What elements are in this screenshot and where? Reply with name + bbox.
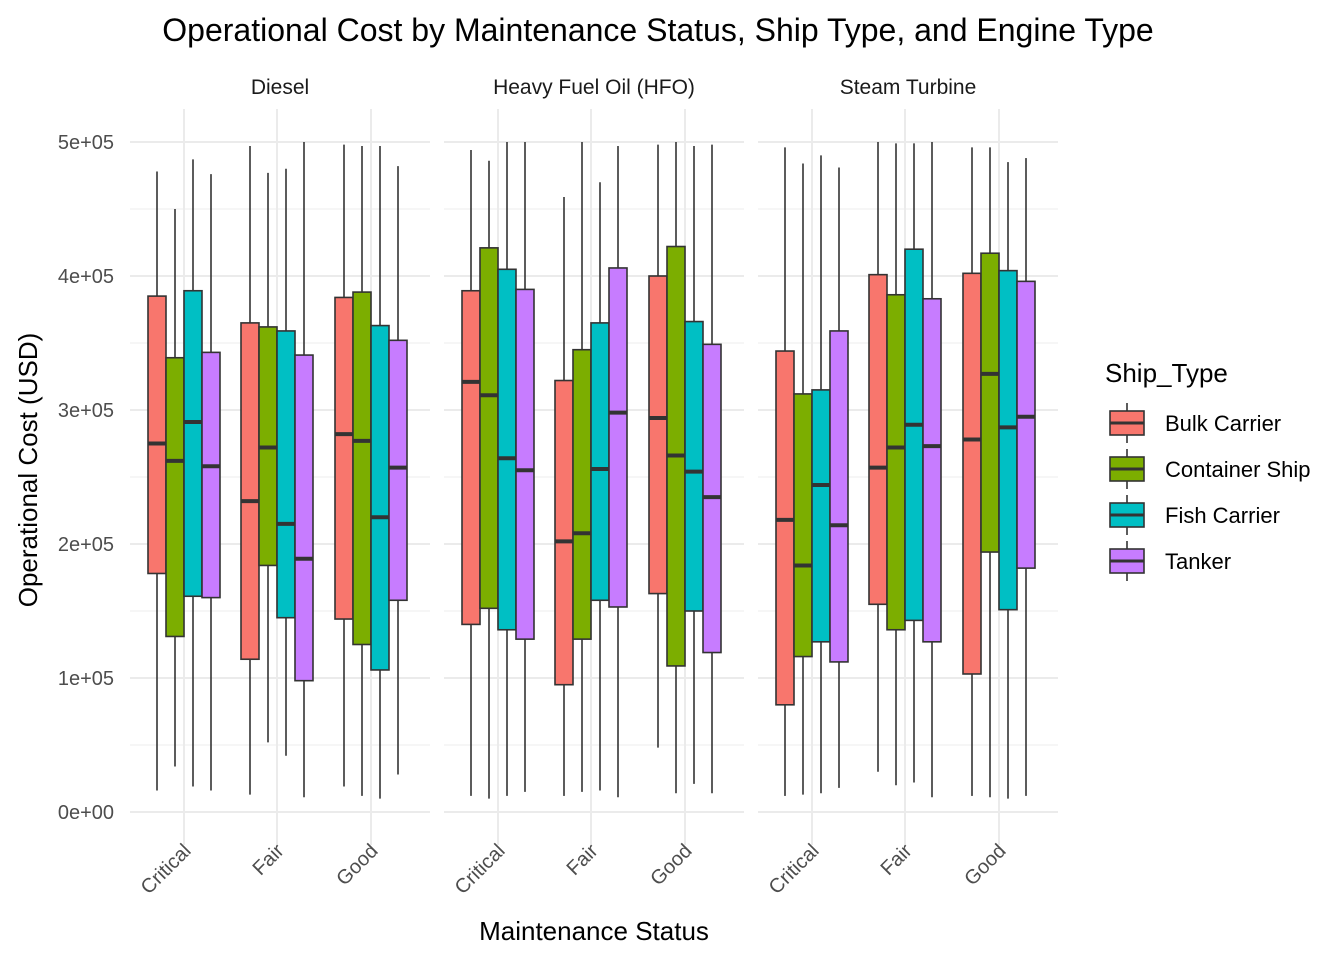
box bbox=[334, 296, 354, 620]
legend-entry-fish-carrier: Fish Carrier bbox=[1109, 495, 1280, 535]
y-tick-label: 2e+05 bbox=[58, 534, 114, 556]
box bbox=[479, 247, 499, 610]
boxplot-tanker bbox=[201, 174, 221, 791]
boxplot-container-ship bbox=[980, 147, 1000, 798]
box bbox=[648, 275, 668, 595]
boxplot-tanker bbox=[829, 167, 849, 788]
boxplot-fish-carrier bbox=[998, 162, 1018, 799]
box bbox=[962, 272, 982, 675]
boxplot-bulk-carrier bbox=[648, 144, 668, 748]
y-axis: 0e+00 1e+05 2e+05 3e+05 4e+05 5e+05 bbox=[58, 132, 114, 824]
boxplot-tanker bbox=[388, 166, 408, 775]
box bbox=[608, 267, 628, 608]
box bbox=[1016, 280, 1036, 569]
box bbox=[980, 252, 1000, 553]
boxplot-tanker bbox=[294, 142, 314, 798]
box bbox=[201, 351, 221, 599]
box bbox=[811, 389, 831, 643]
box bbox=[497, 268, 517, 631]
legend-label: Tanker bbox=[1165, 549, 1231, 574]
boxplot-tanker bbox=[1016, 158, 1036, 796]
box bbox=[388, 339, 408, 602]
y-tick-label: 0e+00 bbox=[58, 802, 114, 824]
box bbox=[868, 273, 888, 606]
box bbox=[294, 354, 314, 682]
legend-entry-bulk-carrier: Bulk Carrier bbox=[1109, 403, 1281, 443]
box bbox=[147, 295, 167, 575]
boxplot-container-ship bbox=[258, 172, 278, 743]
boxplot-container-ship bbox=[886, 143, 906, 786]
box bbox=[793, 393, 813, 658]
box bbox=[276, 330, 296, 619]
box bbox=[183, 289, 203, 598]
legend-title: Ship_Type bbox=[1105, 358, 1228, 388]
boxplot-bulk-carrier bbox=[775, 147, 795, 796]
boxplot-container-ship bbox=[666, 142, 686, 794]
boxplot-tanker bbox=[515, 142, 535, 792]
box bbox=[572, 348, 592, 640]
facet-label: Heavy Fuel Oil (HFO) bbox=[493, 76, 695, 99]
box bbox=[922, 297, 942, 643]
boxplot-bulk-carrier bbox=[240, 146, 260, 795]
box bbox=[904, 248, 924, 622]
box bbox=[886, 293, 906, 631]
legend: Ship_Type Bulk Carrier Container Ship Fish… bbox=[1105, 358, 1311, 581]
y-tick-label: 4e+05 bbox=[58, 266, 114, 288]
legend-label: Bulk Carrier bbox=[1165, 411, 1281, 436]
chart-title: Operational Cost by Maintenance Status, … bbox=[162, 12, 1153, 48]
box bbox=[352, 291, 372, 646]
x-axis-title: Maintenance Status bbox=[479, 916, 709, 946]
legend-entry-container-ship: Container Ship bbox=[1109, 449, 1311, 489]
box bbox=[684, 320, 704, 612]
box bbox=[829, 330, 849, 663]
box bbox=[515, 288, 535, 640]
legend-label: Container Ship bbox=[1165, 457, 1311, 482]
box bbox=[590, 322, 610, 602]
boxplot-tanker bbox=[922, 142, 942, 798]
panel-heavy-fuel-oil-hfo: Heavy Fuel Oil (HFO)Critical Fair Good bbox=[444, 76, 744, 899]
box bbox=[370, 324, 390, 671]
y-tick-label: 1e+05 bbox=[58, 668, 114, 690]
box bbox=[775, 350, 795, 706]
y-tick-label: 3e+05 bbox=[58, 400, 114, 422]
box bbox=[998, 269, 1018, 611]
legend-label: Fish Carrier bbox=[1165, 503, 1280, 528]
boxplot-tanker bbox=[702, 144, 722, 794]
y-axis-title: Operational Cost (USD) bbox=[13, 333, 43, 608]
y-tick-label: 5e+05 bbox=[58, 132, 114, 154]
box bbox=[461, 289, 481, 626]
legend-entry-tanker: Tanker bbox=[1109, 541, 1231, 581]
box bbox=[240, 322, 260, 661]
box bbox=[554, 379, 574, 686]
facet-label: Steam Turbine bbox=[840, 76, 977, 99]
boxplot-bulk-carrier bbox=[554, 196, 574, 796]
boxplot-fish-carrier bbox=[904, 143, 924, 783]
boxplot-tanker bbox=[608, 146, 628, 798]
box bbox=[165, 356, 185, 638]
facet-label: Diesel bbox=[251, 76, 309, 99]
